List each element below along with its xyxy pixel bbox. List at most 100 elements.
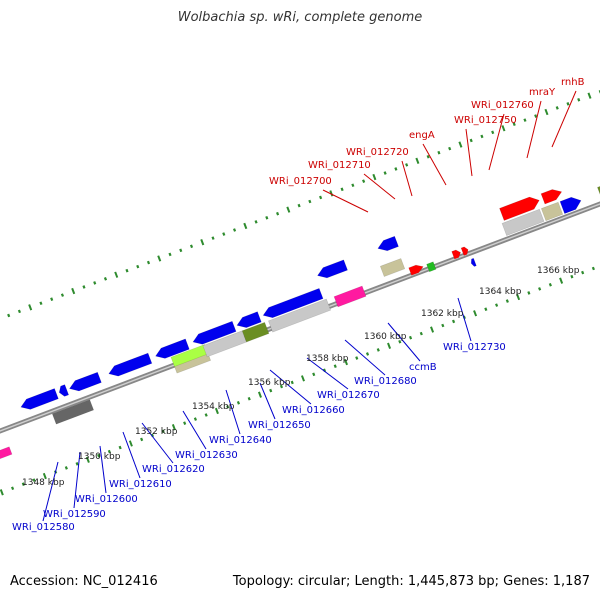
- tick-mark: [297, 203, 301, 208]
- tick-mark: [491, 130, 495, 135]
- gene-block: [559, 196, 582, 215]
- tick-mark: [555, 106, 559, 110]
- gene-block: [333, 285, 367, 308]
- forward-gene-label: WRi_012720: [346, 147, 409, 158]
- tick-mark: [501, 125, 506, 132]
- leader-line: [122, 431, 141, 479]
- scale-label: 1352 kbp: [135, 427, 178, 437]
- leader-line: [73, 451, 81, 509]
- tick-mark: [548, 282, 552, 287]
- gene-block: [540, 189, 563, 205]
- tick-mark: [254, 220, 258, 224]
- reverse-gene-label: WRi_012620: [142, 464, 205, 475]
- reverse-gene-label: WRi_012640: [209, 435, 272, 446]
- tick-mark: [577, 97, 581, 102]
- leader-line: [344, 339, 386, 376]
- gene-block: [377, 235, 399, 252]
- leader-line: [401, 160, 413, 197]
- tick-mark: [559, 277, 564, 284]
- leader-line: [465, 128, 473, 177]
- gene-block: [408, 264, 424, 276]
- tick-mark: [140, 437, 144, 442]
- tick-mark: [28, 304, 33, 311]
- tick-mark: [157, 255, 162, 262]
- tick-mark: [146, 260, 151, 265]
- tick-mark: [441, 323, 445, 328]
- genes: [0, 186, 600, 460]
- reverse-gene-label: ccmB: [409, 362, 437, 373]
- gene-block: [236, 311, 262, 328]
- forward-gene-label: WRi_012760: [471, 100, 534, 111]
- tick-mark: [214, 407, 219, 415]
- tick-mark: [570, 274, 574, 279]
- tick-mark: [312, 372, 316, 377]
- tick-mark: [365, 352, 370, 356]
- leader-line: [363, 173, 396, 200]
- leader-line: [526, 100, 542, 159]
- leader-line: [422, 143, 447, 186]
- gene-block: [499, 196, 540, 221]
- tick-mark: [265, 215, 269, 220]
- leader-line: [259, 382, 276, 420]
- tick-mark: [469, 138, 473, 143]
- tick-mark: [333, 364, 337, 368]
- tick-mark: [82, 285, 86, 289]
- leader-line: [225, 389, 241, 435]
- tick-mark: [247, 396, 251, 401]
- gene-block: [241, 321, 270, 343]
- tick-mark: [226, 405, 230, 409]
- tick-mark: [394, 167, 398, 171]
- gene-block: [597, 186, 600, 195]
- gene-block: [0, 446, 13, 460]
- forward-gene-label: WRi_012710: [308, 160, 371, 171]
- tick-mark: [0, 489, 4, 496]
- gene-block: [192, 320, 237, 345]
- gene-block: [317, 259, 348, 279]
- tick-mark: [538, 287, 542, 291]
- leader-line: [141, 422, 174, 464]
- forward-gene-label: mraY: [529, 87, 556, 98]
- gene-block: [426, 261, 437, 273]
- tick-mark: [211, 236, 215, 240]
- tick-mark: [85, 456, 90, 463]
- scale-label: 1362 kbp: [421, 309, 464, 319]
- tick-mark: [527, 291, 531, 295]
- tick-mark: [376, 348, 380, 352]
- reverse-gene-label: WRi_012660: [282, 405, 345, 416]
- tick-mark: [480, 134, 484, 139]
- tick-mark: [512, 122, 516, 126]
- tick-mark: [21, 482, 25, 486]
- leader-line: [488, 113, 505, 171]
- tick-mark: [279, 384, 284, 389]
- tick-mark: [257, 391, 262, 398]
- leader-line: [551, 90, 577, 148]
- gene-block: [155, 338, 190, 359]
- reverse-gene-label: WRi_012650: [248, 420, 311, 431]
- tick-mark: [544, 108, 549, 116]
- reverse-gene-label: WRi_012580: [12, 522, 75, 533]
- tick-mark: [114, 271, 119, 278]
- gene-block: [69, 371, 102, 392]
- scale-label: 1356 kbp: [248, 378, 291, 388]
- tick-mark: [308, 199, 312, 204]
- gene-block: [460, 246, 469, 256]
- tick-mark: [222, 232, 226, 236]
- tick-mark: [286, 206, 291, 213]
- gene-block: [268, 298, 332, 333]
- accession-label: Accession: NC_012416: [10, 574, 158, 589]
- tick-mark: [11, 486, 15, 491]
- tick-mark: [591, 266, 595, 271]
- leader-line: [182, 410, 207, 450]
- tick-mark: [398, 339, 402, 344]
- leader-line: [42, 461, 59, 522]
- tick-mark: [200, 239, 205, 246]
- tick-mark: [42, 472, 47, 480]
- forward-gene-label: WRi_012750: [454, 115, 517, 126]
- tick-mark: [64, 466, 68, 470]
- reverse-gene-label: WRi_012630: [175, 450, 238, 461]
- scale-label: 1354 kbp: [192, 402, 235, 412]
- tick-mark: [587, 92, 592, 99]
- tick-mark: [103, 277, 108, 281]
